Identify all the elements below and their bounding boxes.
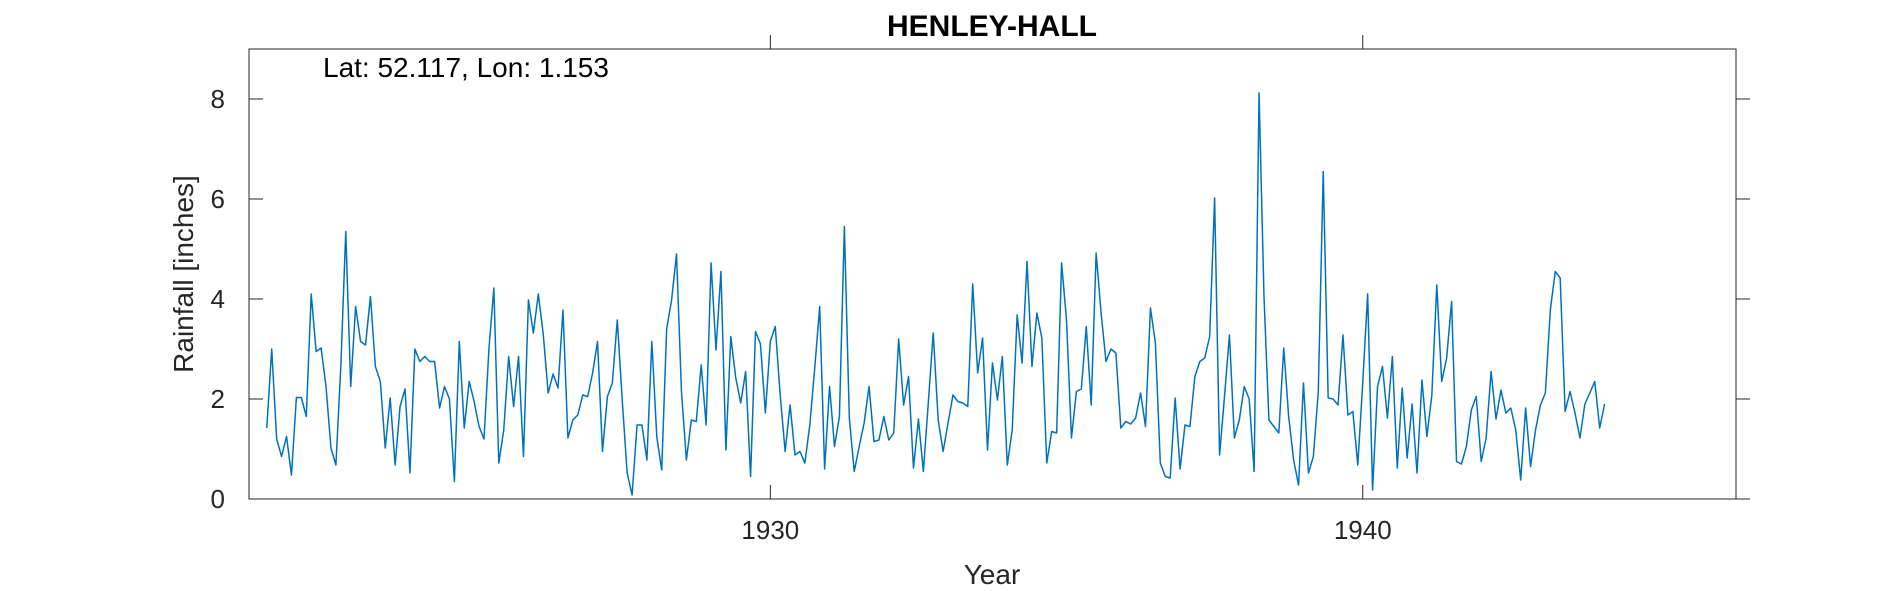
plot-area xyxy=(249,49,1736,499)
y-tick-label: 8 xyxy=(211,84,225,114)
y-tick-label: 2 xyxy=(211,384,225,414)
x-tick-label: 1940 xyxy=(1334,515,1392,545)
y-tick-label: 6 xyxy=(211,184,225,214)
x-axis-label: Year xyxy=(964,559,1021,590)
location-annotation: Lat: 52.117, Lon: 1.153 xyxy=(323,52,609,83)
y-axis-label: Rainfall [inches] xyxy=(168,175,199,373)
tick-marks xyxy=(249,35,1750,500)
y-tick-label: 4 xyxy=(211,284,225,314)
chart-title: HENLEY-HALL xyxy=(887,10,1097,43)
plot-frame xyxy=(248,48,1737,500)
x-tick-label: 1930 xyxy=(741,515,799,545)
y-tick-label: 0 xyxy=(211,484,225,514)
tick-labels: 0 2 4 6 8 1930 1940 xyxy=(211,84,1392,545)
series-line xyxy=(266,92,1606,496)
